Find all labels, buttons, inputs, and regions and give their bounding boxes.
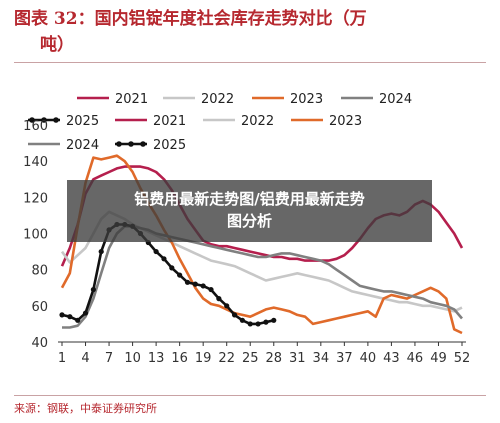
x-tick-label: 37 [336, 351, 353, 366]
series-point-2025 [83, 310, 88, 315]
legend-label-2023: 2023 [329, 114, 362, 129]
chart-title: 图表 32：国内铝锭年度社会库存走势对比（万 吨） [14, 6, 494, 58]
legend-label-2023: 2023 [290, 92, 323, 107]
series-point-2025 [208, 287, 213, 292]
x-tick-label: 40 [360, 351, 377, 366]
legend-label-2022: 2022 [201, 92, 234, 107]
x-tick-label: 34 [313, 351, 330, 366]
x-tick-label: 52 [454, 351, 471, 366]
series-point-2025 [169, 265, 174, 270]
x-tick-label: 13 [148, 351, 165, 366]
series-point-2025 [216, 296, 221, 301]
y-tick-label: 140 [23, 155, 48, 170]
y-tick-label: 40 [31, 336, 48, 351]
y-tick-label: 60 [31, 300, 48, 315]
y-tick-label: 100 [23, 228, 48, 243]
series-point-2025 [91, 287, 96, 292]
legend: 2021 2022 2023 2024 2025 2021 2022 2023 2024 2025 [28, 92, 412, 153]
series-point-2025 [185, 280, 190, 285]
x-tick-label: 43 [383, 351, 400, 366]
series-point-2025 [99, 249, 104, 254]
series-point-2025 [248, 321, 253, 326]
x-tick-label: 4 [81, 351, 89, 366]
series-point-2025 [271, 318, 276, 323]
title-divider [14, 62, 486, 63]
x-tick-label: 16 [171, 351, 188, 366]
legend-marker-2025 [53, 117, 59, 123]
legend-label-2025: 2025 [153, 138, 186, 153]
legend-label-2021: 2021 [153, 114, 186, 129]
legend-label-2025: 2025 [66, 114, 99, 129]
series-point-2025 [240, 318, 245, 323]
y-tick-label: 120 [23, 191, 48, 206]
x-tick-label: 25 [242, 351, 259, 366]
series-point-2025 [67, 314, 72, 319]
legend-marker-2025 [140, 141, 146, 147]
series-point-2025 [154, 249, 159, 254]
series-point-2025 [255, 321, 260, 326]
y-tick-label: 160 [23, 119, 48, 134]
x-tick-label: 1 [58, 351, 66, 366]
chart-title-line2: 吨） [14, 32, 494, 58]
y-tick-label: 80 [31, 264, 48, 279]
series-point-2025 [232, 312, 237, 317]
x-tick-label: 28 [265, 351, 282, 366]
watermark-overlay: 铝费用最新走势图/铝费用最新走势 图分析 [67, 180, 432, 242]
x-tick-label: 19 [195, 351, 212, 366]
source-note: 来源：钢联，中泰证券研究所 [14, 400, 157, 416]
series-point-2025 [263, 320, 268, 325]
x-tick-label: 49 [430, 351, 447, 366]
legend-label-2021: 2021 [115, 92, 148, 107]
x-tick-label: 10 [124, 351, 141, 366]
series-point-2025 [161, 256, 166, 261]
footer-divider [14, 395, 486, 396]
legend-marker-2025 [116, 141, 122, 147]
overlay-line2: 图分析 [67, 210, 432, 232]
series-point-2025 [201, 283, 206, 288]
legend-marker-2025 [128, 141, 134, 147]
series-point-2025 [193, 282, 198, 287]
chart-title-line1: 图表 32：国内铝锭年度社会库存走势对比（万 [14, 9, 367, 29]
legend-label-2022: 2022 [241, 114, 274, 129]
legend-label-2024: 2024 [379, 92, 412, 107]
legend-label-2024: 2024 [66, 138, 99, 153]
x-tick-label: 31 [289, 351, 306, 366]
x-tick-label: 46 [407, 351, 424, 366]
x-tick-label: 7 [105, 351, 113, 366]
overlay-line1: 铝费用最新走势图/铝费用最新走势 [67, 188, 432, 210]
series-point-2025 [224, 303, 229, 308]
series-point-2025 [59, 312, 64, 317]
x-tick-label: 22 [218, 351, 235, 366]
series-point-2025 [177, 272, 182, 277]
axes: 40 60 80 100 120 140 160 1 4 7 10 13 16 19 22 25 28 31 34 3… [23, 119, 470, 366]
series-point-2025 [75, 318, 80, 323]
